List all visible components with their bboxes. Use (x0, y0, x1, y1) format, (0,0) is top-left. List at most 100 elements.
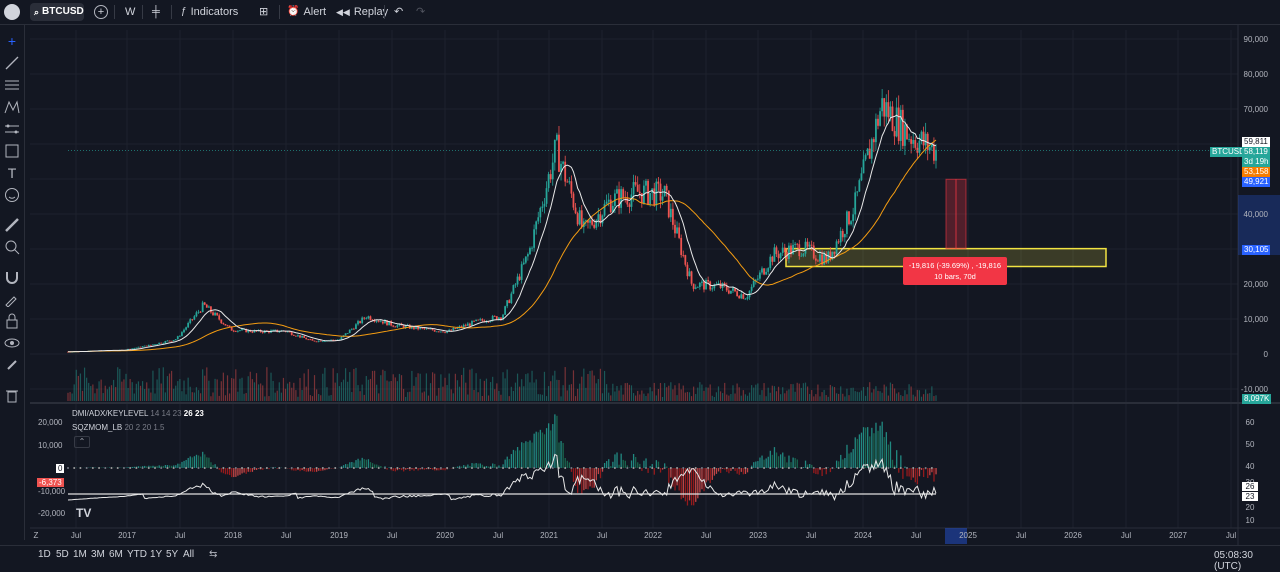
candle-body (438, 331, 440, 332)
candle-body (699, 283, 701, 287)
candle-body (345, 333, 347, 335)
momentum-bar (676, 468, 677, 485)
range-button-1m[interactable]: 1M (73, 549, 87, 560)
range-button-3m[interactable]: 3M (91, 549, 105, 560)
momentum-bar (308, 468, 309, 471)
momentum-bar (915, 468, 916, 482)
candle-body (237, 331, 239, 332)
momentum-bar (237, 468, 238, 476)
squeeze-dot (241, 467, 243, 469)
candle-body (262, 332, 264, 333)
squeeze-dot (807, 467, 809, 469)
candle-body (519, 277, 521, 280)
volume-bar (828, 397, 829, 401)
date-range-icon[interactable]: ⇆ (209, 549, 217, 560)
candle-body (701, 282, 703, 283)
momentum-bar (753, 462, 754, 468)
squeeze-dot (813, 467, 815, 469)
momentum-bar (219, 468, 220, 470)
candle-body (554, 140, 556, 163)
time-axis-label: Jul (71, 531, 81, 540)
volume-bar (422, 393, 423, 401)
sqzmom-legend[interactable]: SQZMOM_LB 20 2 20 1.5 (72, 423, 165, 432)
squeeze-dot (446, 467, 448, 469)
momentum-bar (594, 468, 595, 488)
volume-bar (565, 367, 566, 401)
momentum-bar (855, 437, 856, 468)
volume-bar (279, 382, 280, 401)
volume-bar (285, 389, 286, 401)
momentum-bar (645, 458, 646, 468)
squeeze-dot (583, 467, 585, 469)
range-button-1y[interactable]: 1Y (150, 549, 162, 560)
momentum-bar (598, 468, 599, 474)
momentum-bar (567, 461, 568, 468)
volume-bar (904, 390, 905, 401)
momentum-bar (175, 465, 176, 468)
volume-bar (817, 385, 818, 401)
volume-bar (117, 367, 118, 401)
squeeze-dot (372, 467, 374, 469)
volume-bar (169, 374, 170, 401)
volume-bar (502, 372, 503, 401)
momentum-bar (214, 464, 215, 468)
volume-bar (353, 369, 354, 401)
momentum-bar (463, 465, 464, 468)
volume-bar (364, 395, 365, 401)
volume-bar (355, 368, 356, 401)
momentum-bar (374, 464, 375, 468)
candle-body (788, 246, 790, 259)
range-button-5d[interactable]: 5D (56, 549, 69, 560)
squeeze-dot (98, 467, 100, 469)
momentum-bar (654, 468, 655, 475)
volume-bar (882, 393, 883, 401)
volume-bar (643, 394, 644, 401)
candle-body (697, 287, 699, 288)
candle-body (204, 302, 206, 304)
momentum-bar (243, 468, 244, 473)
volume-bar (94, 393, 95, 401)
momentum-bar (455, 467, 456, 468)
volume-bar (107, 389, 108, 401)
volume-bar (699, 382, 700, 401)
candle-body (923, 132, 925, 146)
range-button-5y[interactable]: 5Y (166, 549, 178, 560)
volume-bar (834, 387, 835, 401)
momentum-bar (349, 462, 350, 468)
range-button-ytd[interactable]: YTD (127, 549, 147, 560)
candle-body (293, 335, 295, 336)
momentum-bar (202, 452, 203, 468)
squeeze-dot (918, 467, 920, 469)
collapse-legend-button[interactable]: ⌃ (74, 436, 90, 448)
momentum-bar (724, 468, 725, 470)
dmi-legend[interactable]: DMI/ADX/KEYLEVEL 14 14 23 26 23 (72, 409, 204, 418)
squeeze-dot (452, 467, 454, 469)
volume-bar (480, 379, 481, 401)
candle-body (314, 341, 316, 342)
momentum-bar (589, 468, 590, 486)
volume-bar (892, 384, 893, 401)
candle-body (658, 182, 660, 184)
price-candles (67, 89, 937, 352)
volume-bar (275, 393, 276, 401)
price-axis-label: 70,000 (1244, 105, 1269, 114)
candle-body (150, 345, 152, 346)
range-button-6m[interactable]: 6M (109, 549, 123, 560)
volume-bar (660, 383, 661, 401)
volume-bar (656, 395, 657, 401)
momentum-bar (393, 468, 394, 471)
squeeze-dot (266, 467, 268, 469)
volume-bar (540, 394, 541, 401)
candle-body (591, 220, 593, 225)
momentum-bar (411, 468, 412, 469)
volume-bar (335, 383, 336, 401)
range-button-1d[interactable]: 1D (38, 549, 51, 560)
volume-bar (728, 396, 729, 401)
indicator-axis-label: 10 (1246, 516, 1255, 525)
range-button-all[interactable]: All (183, 549, 194, 560)
squeeze-dot (502, 467, 504, 469)
candle-body (357, 321, 359, 324)
ind-left-minus20000: -20,000 (38, 509, 65, 518)
